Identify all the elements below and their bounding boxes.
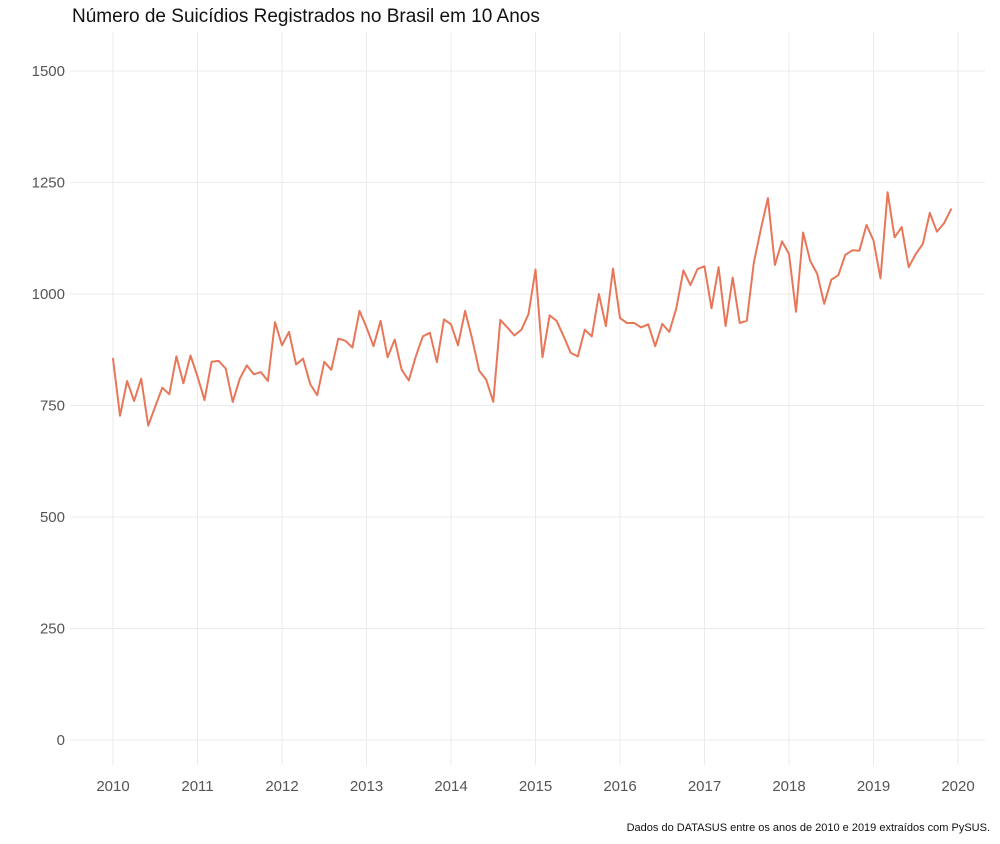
chart-caption: Dados do DATASUS entre os anos de 2010 e… [626, 822, 990, 834]
x-tick-labels: 2010 2011 2012 2013 2014 2015 2016 2017 2018 2019… [96, 778, 974, 795]
x-tick-label: 2016 [603, 778, 636, 795]
x-tick-label: 2014 [434, 778, 467, 795]
y-gridlines [70, 70, 985, 741]
x-tick-label: 2010 [96, 778, 129, 795]
y-tick-labels: 0 250 500 750 1000 1250 1500 [32, 63, 65, 749]
x-tick-label: 2013 [350, 778, 383, 795]
x-gridlines [112, 32, 959, 765]
y-tick-label: 1250 [32, 175, 65, 192]
x-tick-label: 2019 [857, 778, 890, 795]
y-tick-label: 250 [40, 621, 65, 638]
series-line [112, 191, 952, 427]
chart-title: Número de Suicídios Registrados no Brasi… [72, 6, 540, 27]
x-tick-label: 2012 [265, 778, 298, 795]
y-tick-label: 500 [40, 509, 65, 526]
x-tick-label: 2015 [519, 778, 552, 795]
x-tick-label: 2020 [941, 778, 974, 795]
x-tick-label: 2011 [181, 778, 213, 795]
y-tick-label: 1000 [32, 286, 65, 303]
y-tick-label: 1500 [32, 63, 65, 80]
y-tick-label: 0 [57, 732, 65, 749]
x-tick-label: 2018 [772, 778, 805, 795]
y-tick-label: 750 [40, 398, 65, 415]
x-tick-label: 2017 [688, 778, 721, 795]
